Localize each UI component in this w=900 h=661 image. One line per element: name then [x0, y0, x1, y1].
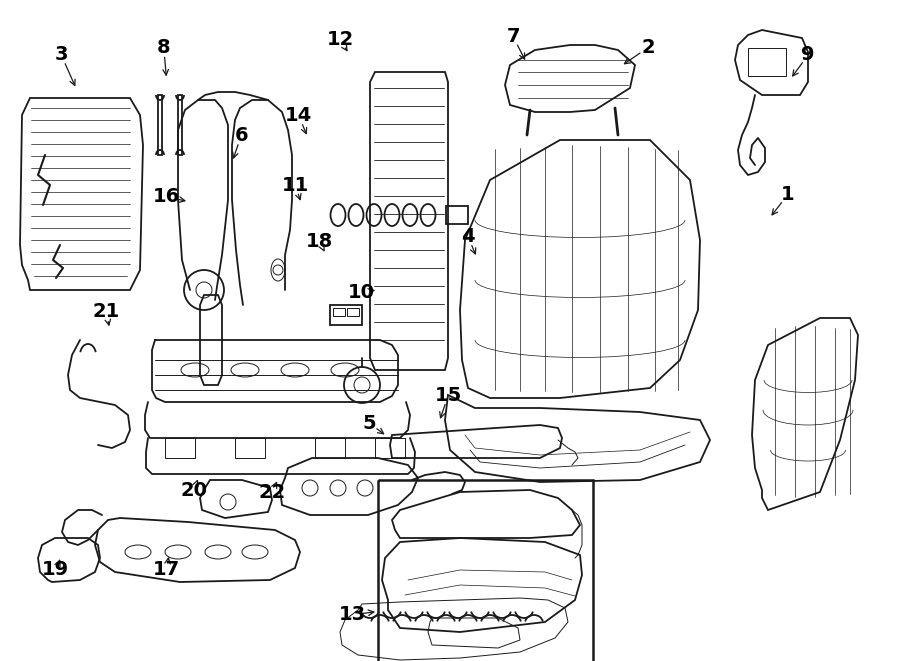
Text: 7: 7	[506, 27, 520, 46]
Text: 20: 20	[180, 481, 207, 500]
Bar	[165, 438, 195, 458]
Bar	[446, 206, 468, 224]
Bar	[315, 438, 345, 458]
Bar	[330, 305, 362, 325]
Text: 14: 14	[285, 106, 312, 125]
Bar	[375, 438, 405, 458]
Text: 12: 12	[327, 30, 354, 49]
Text: 22: 22	[258, 483, 285, 502]
Bar	[347, 308, 359, 316]
Text: 13: 13	[339, 605, 366, 624]
Text: 15: 15	[435, 386, 462, 405]
Bar	[378, 480, 593, 661]
Text: 9: 9	[802, 46, 815, 64]
Text: 11: 11	[282, 176, 309, 194]
Text: 8: 8	[157, 38, 171, 57]
Text: 17: 17	[153, 561, 180, 579]
Bar	[235, 438, 265, 458]
Bar	[748, 48, 786, 76]
Text: 6: 6	[234, 126, 248, 145]
Text: 5: 5	[362, 414, 376, 432]
Text: 4: 4	[461, 227, 475, 246]
Text: 18: 18	[306, 232, 333, 251]
Text: 2: 2	[641, 38, 655, 57]
Text: 3: 3	[55, 46, 68, 64]
Bar	[333, 308, 345, 316]
Text: 19: 19	[42, 561, 69, 579]
Text: 21: 21	[93, 303, 120, 321]
Text: 16: 16	[153, 188, 180, 206]
Text: 10: 10	[348, 284, 375, 302]
Text: 1: 1	[780, 186, 795, 204]
